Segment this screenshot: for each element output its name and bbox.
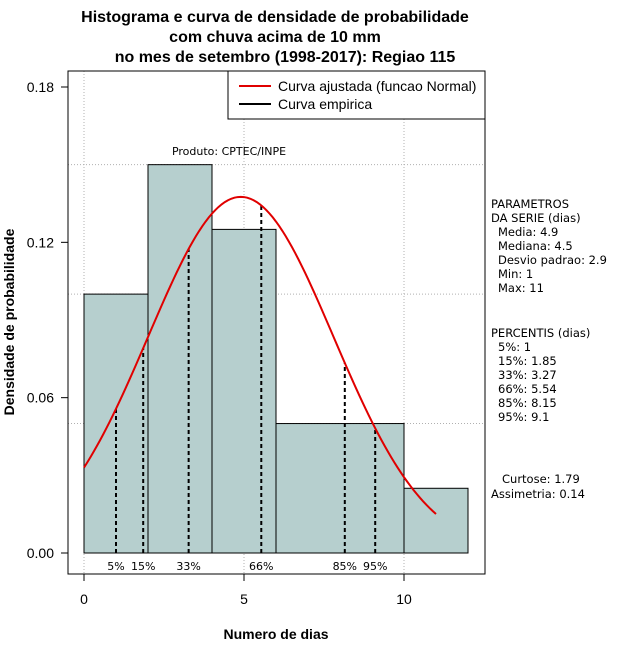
title-line-2: com chuva acima de 10 mm	[169, 29, 381, 46]
percentil-66: 66%: 5.54	[498, 382, 557, 396]
percentile-label-2: 33%	[176, 560, 200, 573]
y-tick-label-3: 0.18	[27, 79, 54, 95]
histogram-bar-1	[147, 164, 213, 554]
histogram-bar-4	[403, 487, 469, 554]
axes: 0 5 10 0.00 0.06 0.12 0.18	[27, 79, 412, 607]
normal-curve	[83, 195, 437, 515]
percentile-label-4: 85%	[333, 560, 357, 573]
parameters-heading-2: DA SERIE (dias)	[491, 211, 581, 225]
title-line-3: no mes de setembro (1998-2017): Regiao 1…	[115, 49, 456, 66]
x-axis-label: Numero de dias	[223, 626, 328, 642]
param-desvio: Desvio padrao: 2.9	[498, 253, 607, 267]
assimetria: Assimetria: 0.14	[491, 487, 585, 501]
chart-title: Histograma e curva de densidade de proba…	[81, 9, 469, 66]
parameters-heading-1: PARAMETROS	[491, 197, 569, 211]
legend-box	[227, 70, 486, 120]
percentil-85: 85%: 8.15	[498, 396, 557, 410]
param-mediana: Mediana: 4.5	[498, 239, 573, 253]
percentil-5: 5%: 1	[498, 340, 531, 354]
percentil-15: 15%: 1.85	[498, 354, 557, 368]
x-tick-label-5: 5	[240, 591, 248, 607]
y-axis-label: Densidade de probabilidade	[1, 228, 17, 415]
param-max: Max: 11	[498, 281, 544, 295]
y-tick-label-2: 0.12	[27, 234, 54, 250]
x-tick-label-10: 10	[396, 591, 412, 607]
param-min: Min: 1	[498, 267, 533, 281]
curtose: Curtose: 1.79	[502, 472, 580, 486]
x-tick-label-0: 0	[80, 591, 88, 607]
title-line-1: Histograma e curva de densidade de proba…	[81, 9, 469, 26]
legend-label-empirical: Curva empirica	[278, 96, 372, 112]
legend: Curva ajustada (funcao Normal) Curva emp…	[227, 70, 486, 120]
histogram-bar-2	[211, 228, 277, 554]
param-media: Media: 4.9	[498, 225, 558, 239]
percentile-label-0: 5%	[107, 560, 124, 573]
percentil-95: 95%: 9.1	[498, 410, 549, 424]
legend-label-fitted: Curva ajustada (funcao Normal)	[278, 78, 476, 94]
normal-curve-layer	[83, 195, 437, 515]
histogram-bar-3	[275, 423, 405, 554]
percentile-label-5: 95%	[363, 560, 387, 573]
product-label: Produto: CPTEC/INPE	[172, 145, 286, 158]
y-tick-label-1: 0.06	[27, 390, 54, 406]
stats-panel: PARAMETROS DA SERIE (dias) Media: 4.9 Me…	[491, 197, 607, 501]
percentile-label-1: 15%	[131, 560, 155, 573]
percentil-33: 33%: 3.27	[498, 368, 557, 382]
percentile-label-3: 66%	[249, 560, 273, 573]
percentile-lines: 5% 15% 33% 66% 85% 95%	[107, 205, 387, 573]
percentis-heading: PERCENTIS (dias)	[491, 326, 590, 340]
y-tick-label-0: 0.00	[27, 545, 54, 561]
histogram-bars	[83, 164, 469, 554]
